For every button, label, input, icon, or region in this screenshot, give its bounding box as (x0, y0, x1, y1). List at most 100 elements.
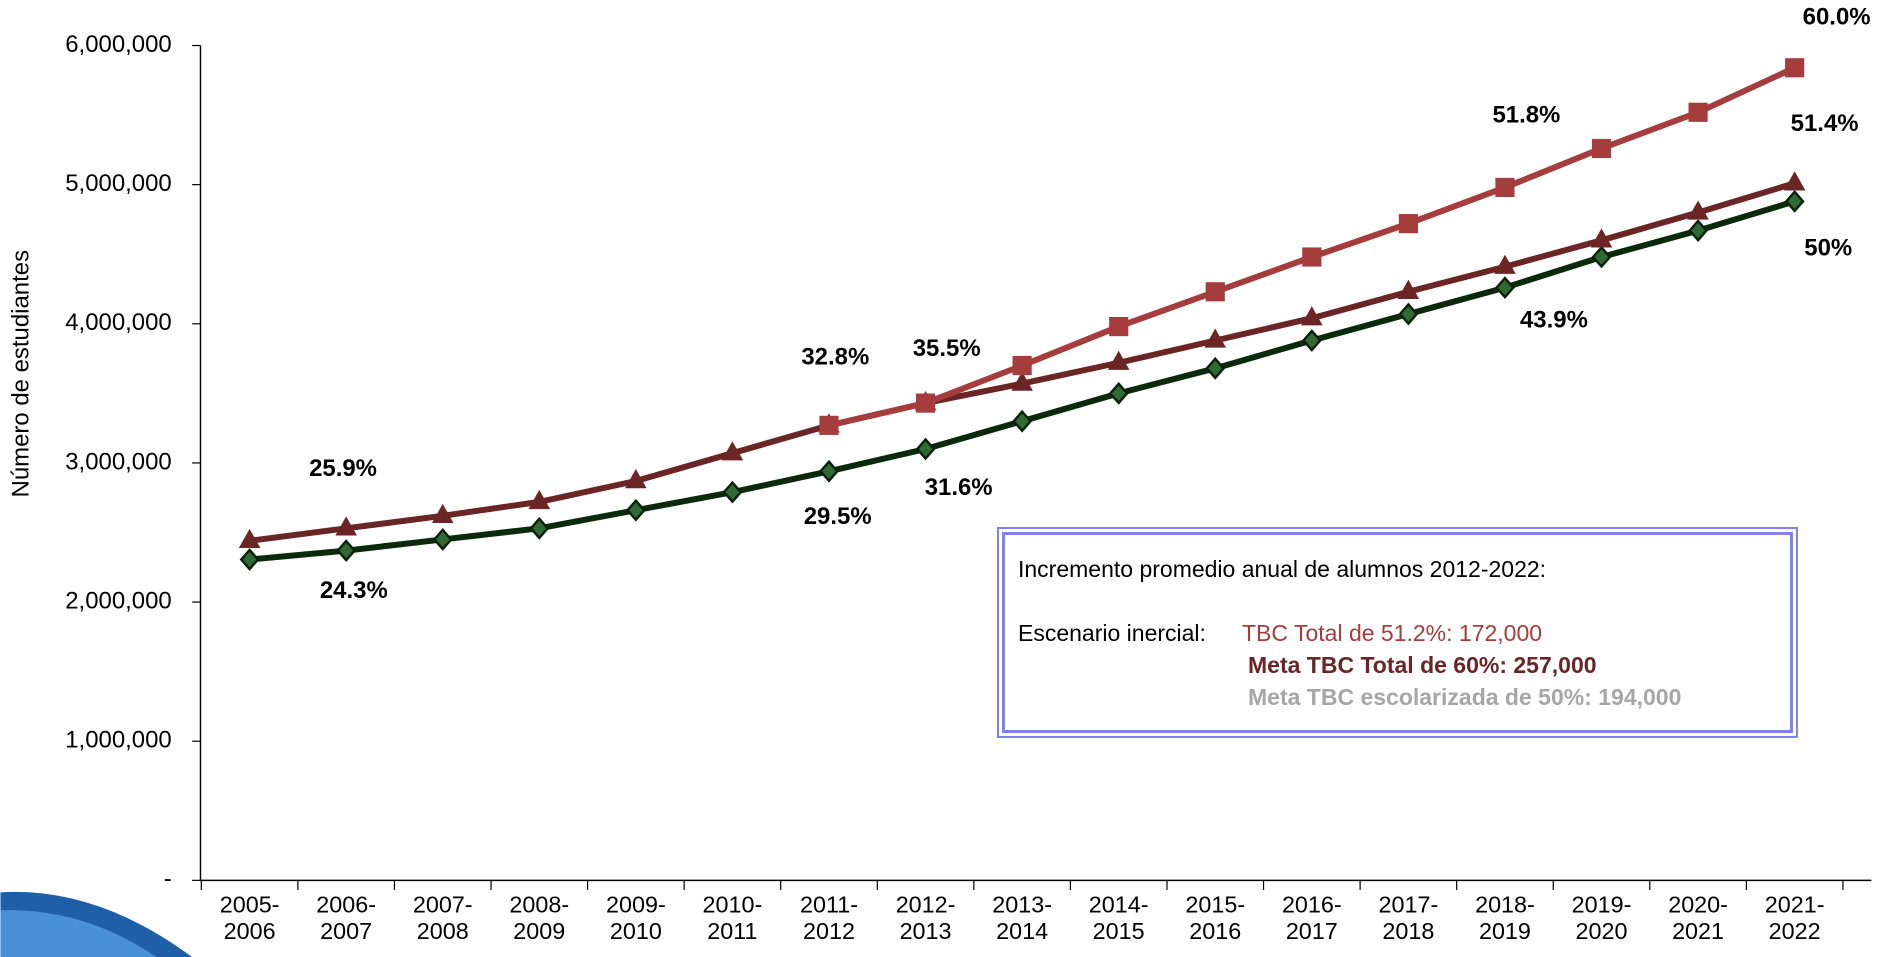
decoration (0, 891, 193, 957)
y-tick-label: 2,000,000 (65, 587, 171, 614)
point (1688, 219, 1709, 242)
y-tick-label: 6,000,000 (65, 31, 171, 58)
point (819, 415, 839, 435)
x-tick-label-box: 2014- 2015 (1088, 892, 1149, 946)
y-tick-label: - (164, 866, 172, 893)
x-tick-label: 2011- 2012 (799, 892, 858, 946)
point (1494, 276, 1515, 300)
x-tick-label-box: 2008- 2009 (509, 892, 570, 946)
point (432, 528, 453, 551)
x-tick-label: 2014- 2015 (1088, 892, 1149, 946)
point (528, 489, 551, 510)
x-tick-label: 2007- 2008 (412, 892, 473, 946)
x-tick-label: 2010- 2011 (702, 892, 763, 946)
x-tick-label-box: 2005- 2006 (219, 892, 280, 946)
point (1783, 171, 1806, 191)
y-axis-label: Número de estudiantes (7, 250, 34, 498)
note-line: TBC Total de 51.2%: 172,000 (1242, 620, 1543, 646)
annotation: 31.6% (925, 474, 993, 501)
annotation: 43.9% (1520, 306, 1588, 333)
point (1011, 371, 1033, 391)
x-tick-label: 2017- 2018 (1378, 892, 1439, 946)
x-tick-label-box: 2012- 2013 (895, 892, 956, 946)
x-tick-label: 2018- 2019 (1475, 892, 1535, 946)
point (1688, 102, 1708, 122)
point (915, 437, 936, 461)
point (1397, 279, 1420, 299)
annotation: 25.9% (309, 455, 377, 482)
point (1687, 200, 1709, 220)
point (1590, 228, 1613, 248)
x-tick-label: 2016- 2017 (1281, 892, 1342, 946)
point (1107, 350, 1130, 370)
point (1398, 214, 1418, 234)
x-tick-label: 2021- 2022 (1764, 892, 1825, 946)
x-tick-label-box: 2017- 2018 (1378, 892, 1439, 946)
x-tick-label-box: 2013- 2014 (992, 892, 1052, 946)
point (915, 393, 936, 413)
annotation: 51.4% (1791, 110, 1859, 137)
point (529, 516, 550, 540)
x-tick-label-box: 2011- 2012 (799, 892, 858, 946)
point (1785, 58, 1805, 78)
point (335, 516, 357, 536)
annotation: 32.8% (801, 343, 869, 370)
x-tick-label-box: 2016- 2017 (1281, 892, 1342, 946)
point (1109, 316, 1129, 337)
x-tick-label-box: 2018- 2019 (1475, 892, 1535, 946)
x-tick-label-box: 2020- 2021 (1668, 892, 1728, 946)
x-tick-label: 2008- 2009 (509, 892, 570, 946)
annotation: 24.3% (320, 577, 388, 604)
note-title: Incremento promedio anual de alumnos 201… (1018, 556, 1547, 582)
x-tick-label: 2005- 2006 (219, 892, 280, 946)
x-tick-label: 2013- 2014 (992, 892, 1052, 946)
x-tick-label-box: 2021- 2022 (1764, 892, 1825, 946)
note-line: Meta TBC Total de 60%: 257,000 (1248, 652, 1597, 678)
x-tick-label: 2015- 2016 (1185, 892, 1246, 946)
x-tick-label: 2019- 2020 (1571, 892, 1632, 946)
x-tick-label-box: 2006- 2007 (316, 892, 377, 946)
x-tick-label: 2020- 2021 (1668, 892, 1728, 946)
point (721, 441, 744, 461)
y-tick-label: 5,000,000 (65, 170, 171, 197)
annotation: 51.8% (1492, 102, 1560, 129)
point (1012, 409, 1033, 433)
point (1495, 177, 1515, 198)
point (1784, 189, 1805, 213)
point (1301, 329, 1322, 352)
point (1108, 381, 1129, 405)
point (1205, 356, 1226, 380)
point (336, 539, 357, 562)
point (1398, 302, 1419, 326)
point (431, 503, 454, 523)
point (239, 548, 260, 571)
point (625, 498, 646, 522)
point (1301, 306, 1323, 326)
x-tick-label-box: 2009- 2010 (606, 892, 666, 945)
annotation: 29.5% (804, 503, 872, 530)
x-tick-label: 2012- 2013 (895, 892, 956, 946)
point (1204, 328, 1227, 348)
y-tick-label: 3,000,000 (65, 448, 171, 475)
note-box: Incremento promedio anual de alumnos 201… (997, 527, 1798, 738)
point (1591, 138, 1612, 159)
y-tick-label: 4,000,000 (65, 309, 171, 336)
note-line: Meta TBC escolarizada de 50%: 194,000 (1248, 684, 1682, 710)
point (1494, 254, 1516, 274)
point (1302, 247, 1322, 267)
point (722, 480, 743, 504)
x-tick-label-box: 2019- 2020 (1571, 892, 1632, 946)
annotation: 35.5% (913, 335, 981, 362)
x-tick-label-box: 2010- 2011 (702, 892, 763, 946)
note-scenario: Escenario inercial: (1018, 620, 1206, 646)
x-tick-label: 2006- 2007 (316, 892, 377, 946)
annotation: 50% (1804, 234, 1852, 261)
y-tick-label: 1,000,000 (65, 727, 171, 754)
point (1591, 245, 1612, 269)
point (1012, 355, 1032, 376)
x-tick-label-box: 2007- 2008 (412, 892, 473, 946)
point (819, 459, 839, 483)
point (1205, 282, 1225, 302)
